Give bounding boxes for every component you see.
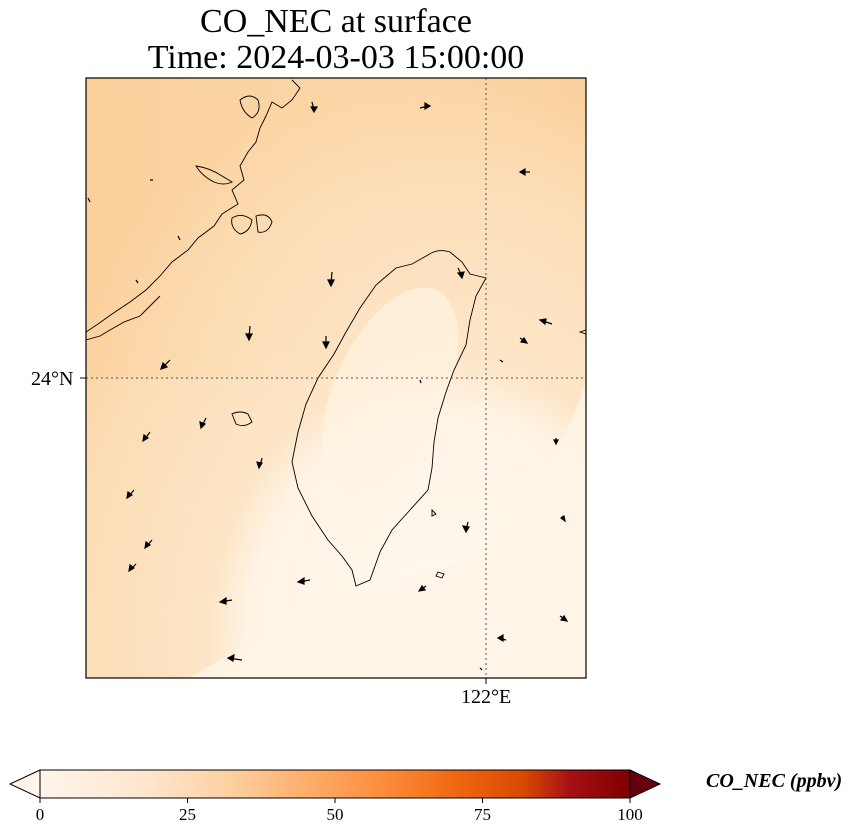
lon-tick-label: 122°E	[461, 686, 512, 708]
wind-vectors	[87, 101, 569, 671]
lat-tick-label: 24°N	[31, 368, 74, 390]
colorbar-tick-75: 75	[474, 805, 491, 824]
colorbar-min-extend	[8, 769, 41, 799]
colorbar	[8, 769, 662, 803]
colorbar-ramp	[40, 770, 630, 798]
colorbar-tick-25: 25	[179, 805, 196, 824]
map-title: CO_NEC at surface	[200, 3, 472, 40]
coastlines	[86, 79, 586, 587]
graticule	[86, 78, 586, 678]
map-time-subtitle: Time: 2024-03-03 15:00:00	[147, 39, 525, 76]
colorbar-tick-0: 0	[35, 805, 45, 824]
colorbar-label: CO_NEC (ppbv)	[706, 770, 843, 792]
colorbar-max-extend	[629, 769, 662, 799]
colorbar-tick-100: 100	[617, 805, 643, 824]
colorbar-tick-50: 50	[326, 805, 344, 824]
